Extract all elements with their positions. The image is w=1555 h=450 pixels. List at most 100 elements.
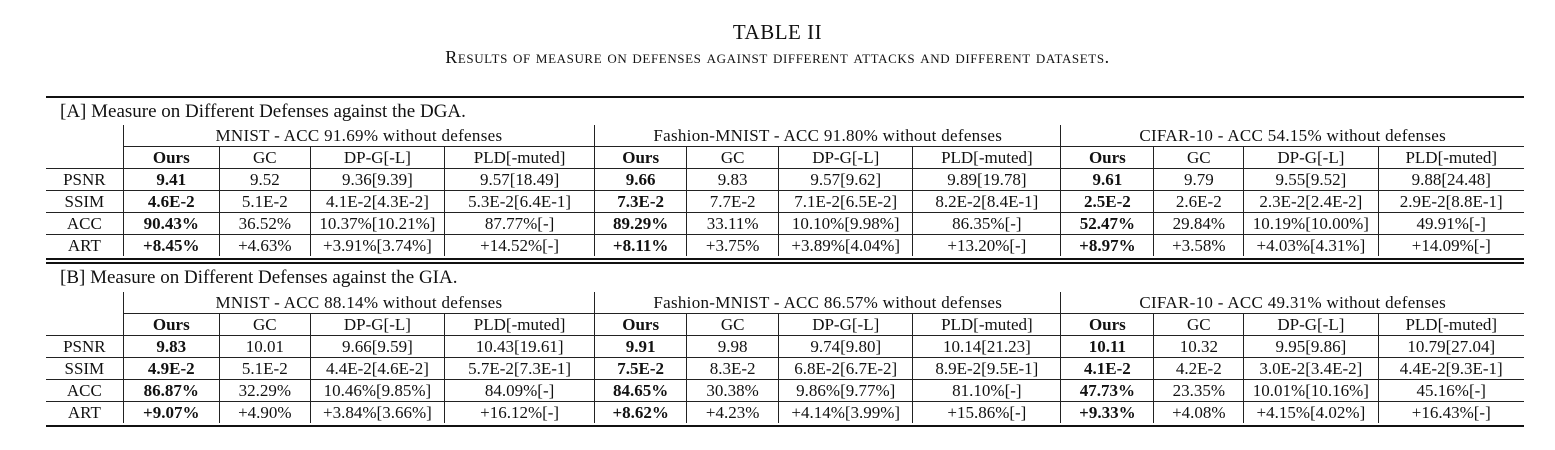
column-header: GC — [686, 313, 780, 336]
table-cell: 36.52% — [218, 212, 311, 235]
table-cell: 8.2E-2[8.4E-1] — [912, 190, 1062, 213]
separator-rule-upper — [46, 258, 1524, 260]
table-cell: 10.46%[9.85%] — [309, 379, 446, 402]
table-row: SSIM 4.6E-2 5.1E-2 4.1E-2[4.3E-2] 5.3E-2[6.4… — [46, 190, 1524, 213]
table-cell: 9.57[9.62] — [778, 168, 914, 191]
metric-label: ART — [46, 234, 124, 256]
column-header: PLD[-muted] — [444, 313, 596, 336]
column-header: Ours — [594, 146, 688, 169]
table-row: PSNR 9.41 9.52 9.36[9.39] 9.57[18.49] 9.66 9.8… — [46, 168, 1524, 191]
column-header: DP-G[-L] — [309, 146, 446, 169]
table-cell: 2.3E-2[2.4E-2] — [1243, 190, 1379, 213]
table-row: ART +9.07% +4.90% +3.84%[3.66%] +16.12%[-] +8… — [46, 401, 1524, 423]
table-cell: 4.4E-2[9.3E-1] — [1377, 357, 1524, 380]
bottom-rule — [46, 425, 1524, 427]
table-cell: +14.52%[-] — [444, 234, 596, 256]
table-cell: 9.86%[9.77%] — [778, 379, 914, 402]
table-cell: +9.07% — [122, 401, 220, 423]
table-cell: 49.91%[-] — [1377, 212, 1524, 235]
table-cell: 3.0E-2[3.4E-2] — [1243, 357, 1379, 380]
table-cell: 9.41 — [122, 168, 220, 191]
metric-label: PSNR — [46, 168, 124, 191]
table-cell: 9.83 — [122, 335, 220, 358]
table-row: SSIM 4.9E-2 5.1E-2 4.4E-2[4.6E-2] 5.7E-2[7.3… — [46, 357, 1524, 380]
table-cell: 9.88[24.48] — [1377, 168, 1524, 191]
column-header: GC — [218, 146, 311, 169]
table-cell: +4.08% — [1153, 401, 1245, 423]
column-header: DP-G[-L] — [309, 313, 446, 336]
table-cell: 81.10%[-] — [912, 379, 1062, 402]
separator-rule-lower — [46, 262, 1524, 264]
section-a-title: [A] Measure on Different Defenses agains… — [60, 101, 466, 122]
column-header: PLD[-muted] — [1377, 313, 1524, 336]
table-cell: 2.5E-2 — [1060, 190, 1155, 213]
table-cell: 10.01 — [218, 335, 311, 358]
section-b-title: [B] Measure on Different Defenses agains… — [60, 267, 458, 288]
table-cell: 45.16%[-] — [1377, 379, 1524, 402]
dataset-header: Fashion-MNIST - ACC 91.80% without defen… — [594, 125, 1062, 147]
metric-label: ART — [46, 401, 124, 423]
column-header: DP-G[-L] — [778, 313, 914, 336]
table-cell: 10.11 — [1060, 335, 1155, 358]
table-cell: 32.29% — [218, 379, 311, 402]
table-cell: 5.7E-2[7.3E-1] — [444, 357, 596, 380]
table-cell: +3.58% — [1153, 234, 1245, 256]
table-cell: 9.79 — [1153, 168, 1245, 191]
table-cell: 9.98 — [686, 335, 780, 358]
column-header: Ours — [122, 313, 220, 336]
table-cell: 5.1E-2 — [218, 190, 311, 213]
table-cell: 5.1E-2 — [218, 357, 311, 380]
metric-label: SSIM — [46, 357, 124, 380]
table-cell: +15.86%[-] — [912, 401, 1062, 423]
section-a-table: MNIST - ACC 91.69% without defenses Fashi… — [46, 125, 1524, 256]
table-cell: 10.10%[9.98%] — [778, 212, 914, 235]
table-caption: Results of measure on defenses against d… — [445, 47, 1110, 67]
table-cell: 9.89[19.78] — [912, 168, 1062, 191]
table-cell: 9.61 — [1060, 168, 1155, 191]
column-header: GC — [218, 313, 311, 336]
table-cell: 9.52 — [218, 168, 311, 191]
table-cell: +8.97% — [1060, 234, 1155, 256]
table-cell: 7.1E-2[6.5E-2] — [778, 190, 914, 213]
section-b-table: MNIST - ACC 88.14% without defenses Fashi… — [46, 292, 1524, 423]
table-cell: 9.55[9.52] — [1243, 168, 1379, 191]
column-header: GC — [1153, 313, 1245, 336]
corner-cell — [46, 292, 124, 336]
column-header: PLD[-muted] — [444, 146, 596, 169]
table-cell: 4.4E-2[4.6E-2] — [309, 357, 446, 380]
table-label: TABLE II — [732, 20, 823, 44]
column-header: PLD[-muted] — [1377, 146, 1524, 169]
dataset-header: CIFAR-10 - ACC 49.31% without defenses — [1060, 292, 1524, 314]
table-cell: 10.37%[10.21%] — [309, 212, 446, 235]
table-cell: 9.66[9.59] — [309, 335, 446, 358]
column-header: GC — [1153, 146, 1245, 169]
table-cell: 10.01%[10.16%] — [1243, 379, 1379, 402]
column-header-row: Ours GC DP-G[-L] PLD[-muted] Ours GC DP-G[-L] P… — [46, 313, 1524, 336]
table-cell: +4.90% — [218, 401, 311, 423]
table-cell: 5.3E-2[6.4E-1] — [444, 190, 596, 213]
table-cell: 7.3E-2 — [594, 190, 688, 213]
table-cell: 87.77%[-] — [444, 212, 596, 235]
column-header: GC — [686, 146, 780, 169]
column-header: Ours — [594, 313, 688, 336]
column-header: Ours — [1060, 313, 1155, 336]
table-cell: 90.43% — [122, 212, 220, 235]
table-cell: +16.12%[-] — [444, 401, 596, 423]
dataset-header-row: MNIST - ACC 88.14% without defenses Fashi… — [46, 292, 1524, 336]
table-cell: 30.38% — [686, 379, 780, 402]
table-cell: 4.2E-2 — [1153, 357, 1245, 380]
dataset-header-row: MNIST - ACC 91.69% without defenses Fashi… — [46, 125, 1524, 169]
table-cell: 7.5E-2 — [594, 357, 688, 380]
metric-label: ACC — [46, 212, 124, 235]
table-cell: 10.32 — [1153, 335, 1245, 358]
table-cell: 29.84% — [1153, 212, 1245, 235]
table-cell: +3.84%[3.66%] — [309, 401, 446, 423]
table-cell: +3.91%[3.74%] — [309, 234, 446, 256]
table-cell: 86.35%[-] — [912, 212, 1062, 235]
table-cell: 4.1E-2[4.3E-2] — [309, 190, 446, 213]
column-header: PLD[-muted] — [912, 146, 1062, 169]
table-cell: 89.29% — [594, 212, 688, 235]
table-cell: +3.75% — [686, 234, 780, 256]
table-cell: 84.65% — [594, 379, 688, 402]
table-cell: +4.14%[3.99%] — [778, 401, 914, 423]
